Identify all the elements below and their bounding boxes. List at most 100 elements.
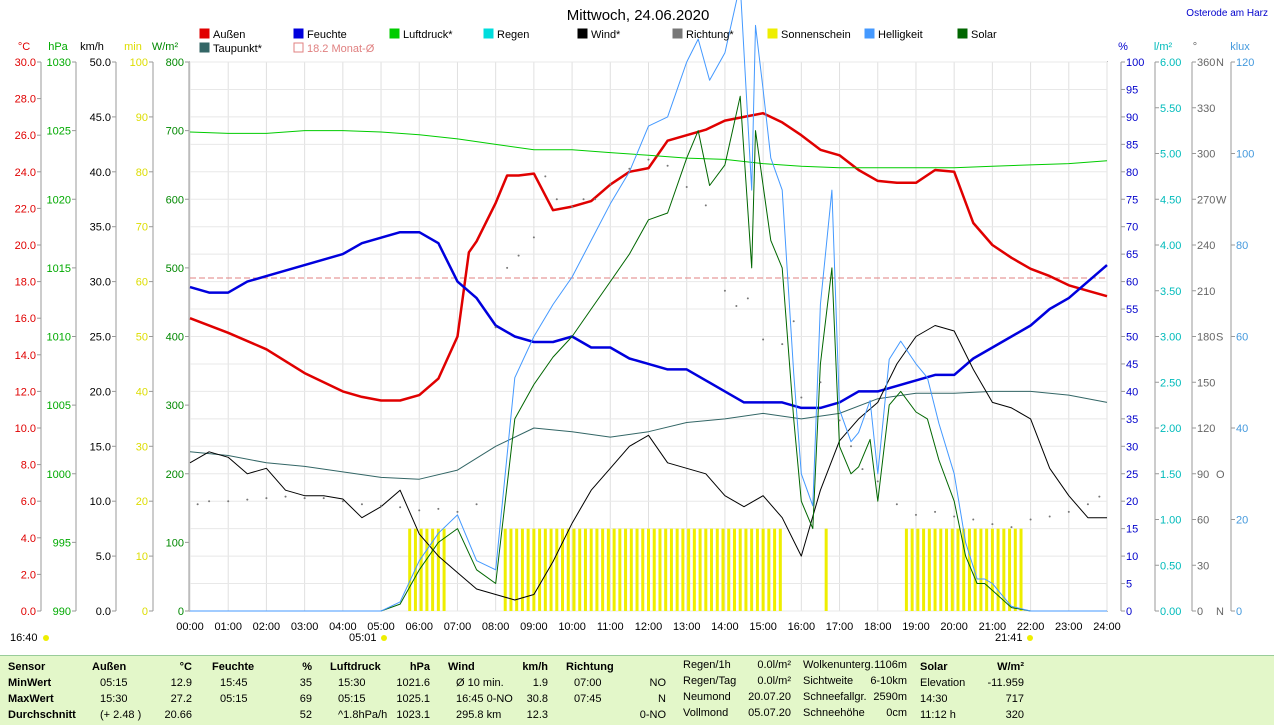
stats-time: 05:15 — [338, 693, 366, 705]
y-tick-label-lm2: 1.00 — [1160, 515, 1181, 527]
stats-time: Ø 10 min. — [456, 677, 504, 689]
stats-row: 05:15 69 — [212, 691, 317, 707]
direction-point — [418, 509, 421, 512]
y-tick-label-min: 20 — [136, 496, 148, 508]
y-tick-label-pct: 65 — [1126, 249, 1138, 261]
x-tick-label: 11:00 — [597, 621, 624, 633]
y-tick-label-hpa: 1000 — [47, 469, 71, 481]
stats-row: Neumond 20.07.20 — [683, 689, 791, 705]
y-tick-label-deg: 360 — [1197, 57, 1215, 69]
stats-time: 16:45 0-NO — [456, 693, 513, 705]
x-tick-label: 17:00 — [826, 621, 854, 633]
stats-value: 0cm — [886, 707, 907, 719]
stats-value: -11.959 — [987, 677, 1025, 689]
y-tick-label-deg: 150 — [1197, 377, 1215, 389]
sunshine-bar — [727, 528, 731, 611]
sunshine-bar — [595, 528, 599, 611]
legend-label: Regen — [497, 29, 529, 41]
sunshine-bar — [773, 528, 777, 611]
direction-point — [934, 510, 937, 513]
stats-column-c9: Solar W/m² Elevation -11.959 14:30 717 11:12 h… — [920, 659, 1024, 723]
direction-point — [1098, 495, 1101, 498]
direction-point — [322, 497, 325, 500]
legend: Außen Taupunkt* Feuchte 18.2 Monat-Ø Luftdru… — [199, 28, 997, 55]
stats-row: Regen/Tag 0.0l/m² — [683, 673, 791, 689]
stats-row: 52 — [212, 707, 317, 723]
direction-point — [582, 198, 585, 201]
sunshine-bar — [1008, 528, 1012, 611]
stats-row: 295.8 km 12.3 — [448, 707, 553, 723]
sunshine-bar — [601, 528, 605, 611]
y-tick-label-deg: 300 — [1197, 149, 1215, 161]
left-time-marker: 16:40 — [10, 632, 38, 644]
axis-unit-wm2: W/m² — [152, 41, 179, 53]
sunshine-bar — [408, 528, 412, 611]
sunshine-bar — [939, 528, 943, 611]
direction-point — [972, 518, 975, 521]
stats-row: ^1.8hPa/h 1023.1 — [330, 707, 435, 723]
sunshine-bar — [647, 528, 650, 611]
y-tick-label-pct: 50 — [1126, 332, 1138, 344]
y-tick-label-pct: 55 — [1126, 304, 1138, 316]
stats-time: 05:15 — [100, 677, 128, 689]
series-line-taupunkt — [189, 390, 1108, 480]
y-tick-label-lm2: 5.00 — [1160, 149, 1181, 161]
stats-value: 320 — [1005, 709, 1024, 721]
y-tick-label-lm2: 4.50 — [1160, 194, 1181, 206]
stats-head: Sensor — [8, 661, 46, 673]
series-line-wind — [189, 325, 1107, 601]
direction-point — [494, 326, 497, 329]
stats-row: 05:15 12.9 — [92, 675, 247, 691]
stats-value: 12.9 — [170, 677, 192, 689]
sunshine-bar — [669, 528, 673, 611]
legend-swatch — [767, 28, 778, 39]
sunshine-bar — [641, 528, 645, 611]
sunshine-bar — [681, 528, 685, 611]
y-tick-label-temp: 20.0 — [15, 240, 36, 252]
y-tick-label-temp: 28.0 — [15, 94, 36, 106]
direction-point — [792, 320, 795, 323]
direction-point — [1010, 526, 1013, 529]
direction-point — [532, 236, 535, 239]
y-tick-label-kmh: 35.0 — [90, 222, 111, 234]
y-tick-label-deg: 120 — [1197, 423, 1215, 435]
y-tick-label-pct: 100 — [1126, 57, 1144, 69]
stats-time — [212, 709, 220, 721]
stats-row: Ø 10 min. 1.9 — [448, 675, 553, 691]
stats-label: Regen/1h — [683, 659, 731, 671]
stats-label: 11:12 h — [920, 709, 956, 721]
direction-label: O — [1216, 469, 1225, 481]
direction-point — [571, 205, 574, 208]
sunshine-bar — [664, 528, 668, 611]
x-tick-label: 01:00 — [214, 621, 242, 633]
stats-value: 30.8 — [526, 693, 548, 705]
sunshine-bar — [635, 528, 639, 611]
y-tick-label-klux: 0 — [1236, 606, 1242, 618]
direction-point — [838, 419, 841, 422]
direction-point — [380, 504, 383, 507]
sunshine-bar — [933, 528, 937, 611]
sunshine-bar — [566, 528, 570, 611]
x-tick-label: 02:00 — [253, 621, 281, 633]
stats-column-c8: Wolkenunterg. 1106m Sichtweite 6-10km Schnee… — [803, 657, 907, 721]
sun-icon — [43, 635, 49, 641]
y-tick-label-klux: 120 — [1236, 57, 1254, 69]
legend-label: Feuchte — [307, 29, 347, 41]
sunshine-bar — [704, 528, 708, 611]
sunshine-bar — [1013, 528, 1017, 611]
y-tick-label-pct: 30 — [1126, 441, 1138, 453]
sunshine-bar — [561, 528, 565, 611]
stats-column-c6: Richtung 07:00 NO 07:45 N 0-NO — [566, 659, 671, 723]
y-tick-label-temp: 12.0 — [15, 386, 36, 398]
stats-column-c2: Außen °C 05:15 12.9 15:30 27.2 (+ 2.48 ) 20.66 — [92, 659, 247, 723]
y-tick-label-hpa: 1020 — [47, 194, 71, 206]
y-tick-label-deg: 60 — [1197, 515, 1209, 527]
y-tick-label-temp: 6.0 — [21, 496, 36, 508]
sunshine-bar — [710, 528, 714, 611]
y-tick-label-kmh: 30.0 — [90, 277, 111, 289]
stats-row: 15:30 1021.6 — [330, 675, 435, 691]
direction-point — [1029, 518, 1032, 521]
y-tick-label-pct: 15 — [1126, 524, 1138, 536]
y-tick-label-pct: 35 — [1126, 414, 1138, 426]
stats-column-c3: Feuchte% 15:45 35 05:15 69 52 — [212, 659, 317, 723]
